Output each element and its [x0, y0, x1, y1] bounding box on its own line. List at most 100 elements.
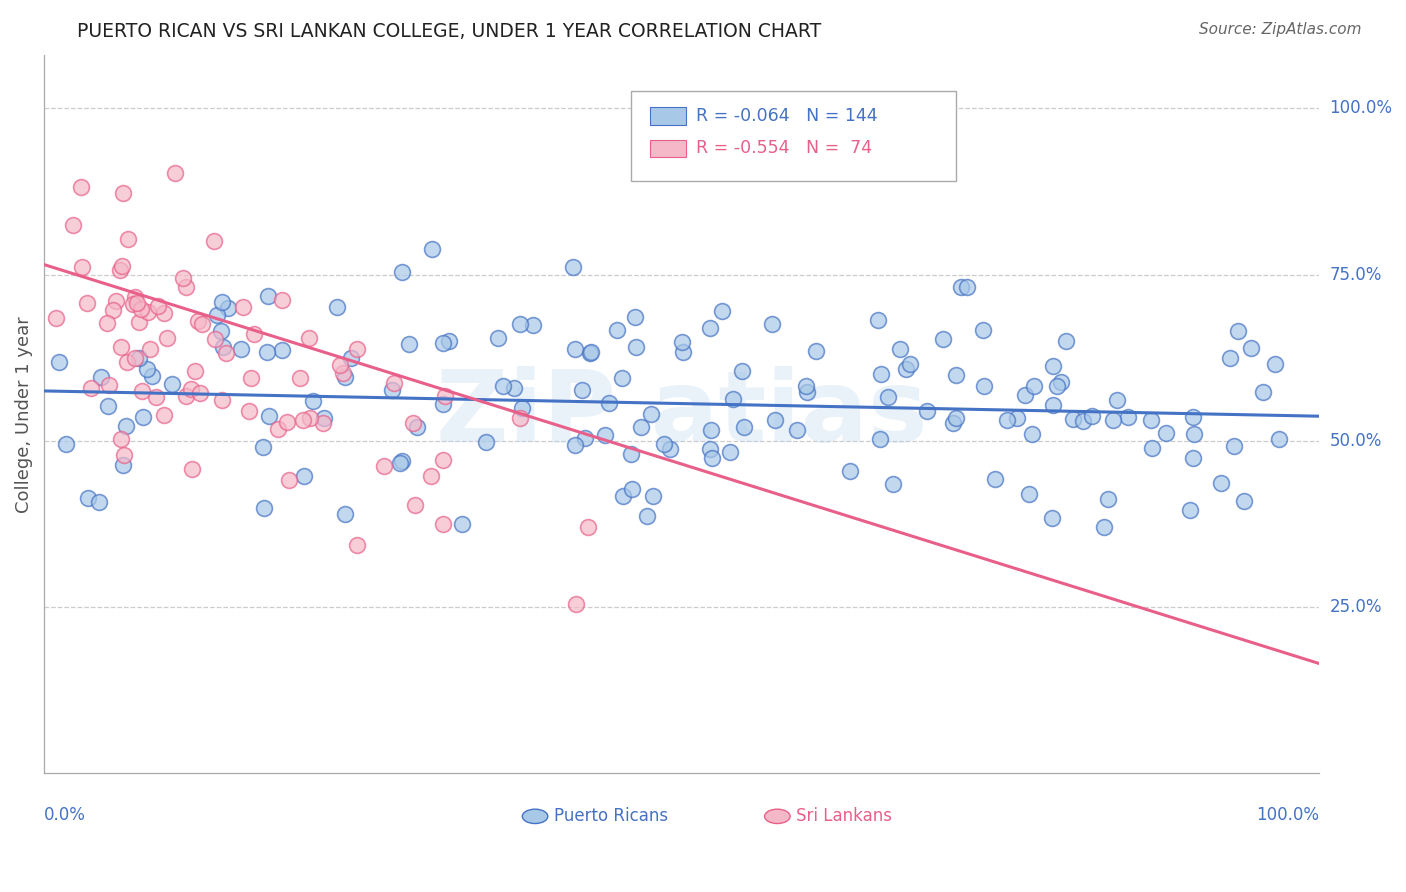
Point — [101, 303, 124, 318]
Text: 100.0%: 100.0% — [1257, 805, 1319, 823]
Point — [76, 296, 98, 310]
Point — [1140, 413, 1163, 427]
Point — [1268, 432, 1291, 446]
Point — [700, 424, 723, 438]
Point — [339, 351, 361, 366]
Point — [882, 476, 904, 491]
Point — [942, 416, 965, 430]
Point — [1007, 410, 1029, 425]
Point — [202, 234, 225, 248]
Point — [96, 316, 118, 330]
Point — [972, 323, 994, 337]
Point — [562, 260, 585, 275]
Point — [332, 366, 354, 380]
Point — [1014, 388, 1036, 402]
Point — [135, 361, 157, 376]
Text: 25.0%: 25.0% — [1330, 598, 1382, 616]
Point — [211, 393, 233, 408]
FancyBboxPatch shape — [631, 91, 956, 181]
Point — [128, 351, 150, 366]
Point — [898, 357, 921, 371]
Point — [949, 280, 972, 294]
Point — [1226, 324, 1249, 338]
Point — [915, 403, 938, 417]
Point — [1081, 409, 1104, 423]
Point — [112, 458, 135, 472]
Point — [292, 468, 315, 483]
Point — [1178, 502, 1201, 516]
Point — [868, 313, 890, 327]
Circle shape — [522, 809, 548, 823]
Point — [1062, 412, 1084, 426]
Point — [486, 331, 509, 345]
Point — [97, 399, 120, 413]
Point — [796, 385, 818, 400]
Point — [55, 437, 77, 451]
Text: 75.0%: 75.0% — [1330, 266, 1382, 284]
Point — [1018, 487, 1040, 501]
Point — [191, 318, 214, 332]
Point — [188, 386, 211, 401]
Point — [1040, 510, 1063, 524]
Point — [110, 432, 132, 446]
Bar — [650, 139, 686, 158]
Point — [630, 420, 652, 434]
Point — [451, 516, 474, 531]
Point — [141, 369, 163, 384]
Point — [1050, 375, 1073, 389]
Point — [211, 295, 233, 310]
Point — [576, 520, 599, 534]
Point — [382, 376, 405, 390]
Point — [932, 332, 955, 346]
Point — [983, 472, 1005, 486]
Point — [326, 301, 349, 315]
Point — [204, 332, 226, 346]
Point — [125, 296, 148, 310]
Point — [1046, 379, 1069, 393]
Point — [945, 368, 967, 383]
Point — [402, 416, 425, 430]
Point — [404, 498, 426, 512]
Point — [45, 311, 67, 326]
Point — [406, 420, 429, 434]
Point — [302, 393, 325, 408]
Point — [1071, 414, 1094, 428]
Point — [652, 436, 675, 450]
Point — [346, 538, 368, 552]
Point — [1024, 379, 1046, 393]
Point — [1182, 410, 1205, 425]
Point — [153, 408, 176, 422]
Point — [217, 301, 239, 315]
Point — [276, 415, 298, 429]
Point — [129, 301, 152, 316]
Point — [1233, 493, 1256, 508]
Point — [1219, 351, 1241, 365]
Point — [117, 354, 139, 368]
Point — [956, 280, 979, 294]
Text: R = -0.554   N =  74: R = -0.554 N = 74 — [696, 139, 872, 158]
Point — [432, 452, 454, 467]
Point — [510, 401, 533, 415]
Point — [433, 389, 456, 403]
Point — [148, 299, 170, 313]
Point — [598, 396, 620, 410]
Point — [117, 231, 139, 245]
Point — [672, 345, 695, 359]
Text: Sri Lankans: Sri Lankans — [796, 807, 893, 825]
Point — [104, 293, 127, 308]
Point — [731, 364, 754, 378]
Point — [299, 410, 322, 425]
Point — [239, 371, 262, 385]
Point — [373, 459, 395, 474]
Point — [571, 383, 593, 397]
Point — [180, 382, 202, 396]
Point — [1142, 441, 1164, 455]
Text: R = -0.064   N = 144: R = -0.064 N = 144 — [696, 107, 877, 125]
Point — [291, 413, 314, 427]
Point — [565, 597, 588, 611]
Point — [711, 303, 734, 318]
Bar — [650, 107, 686, 125]
Point — [733, 420, 755, 434]
Point — [1223, 439, 1246, 453]
Point — [111, 260, 134, 274]
